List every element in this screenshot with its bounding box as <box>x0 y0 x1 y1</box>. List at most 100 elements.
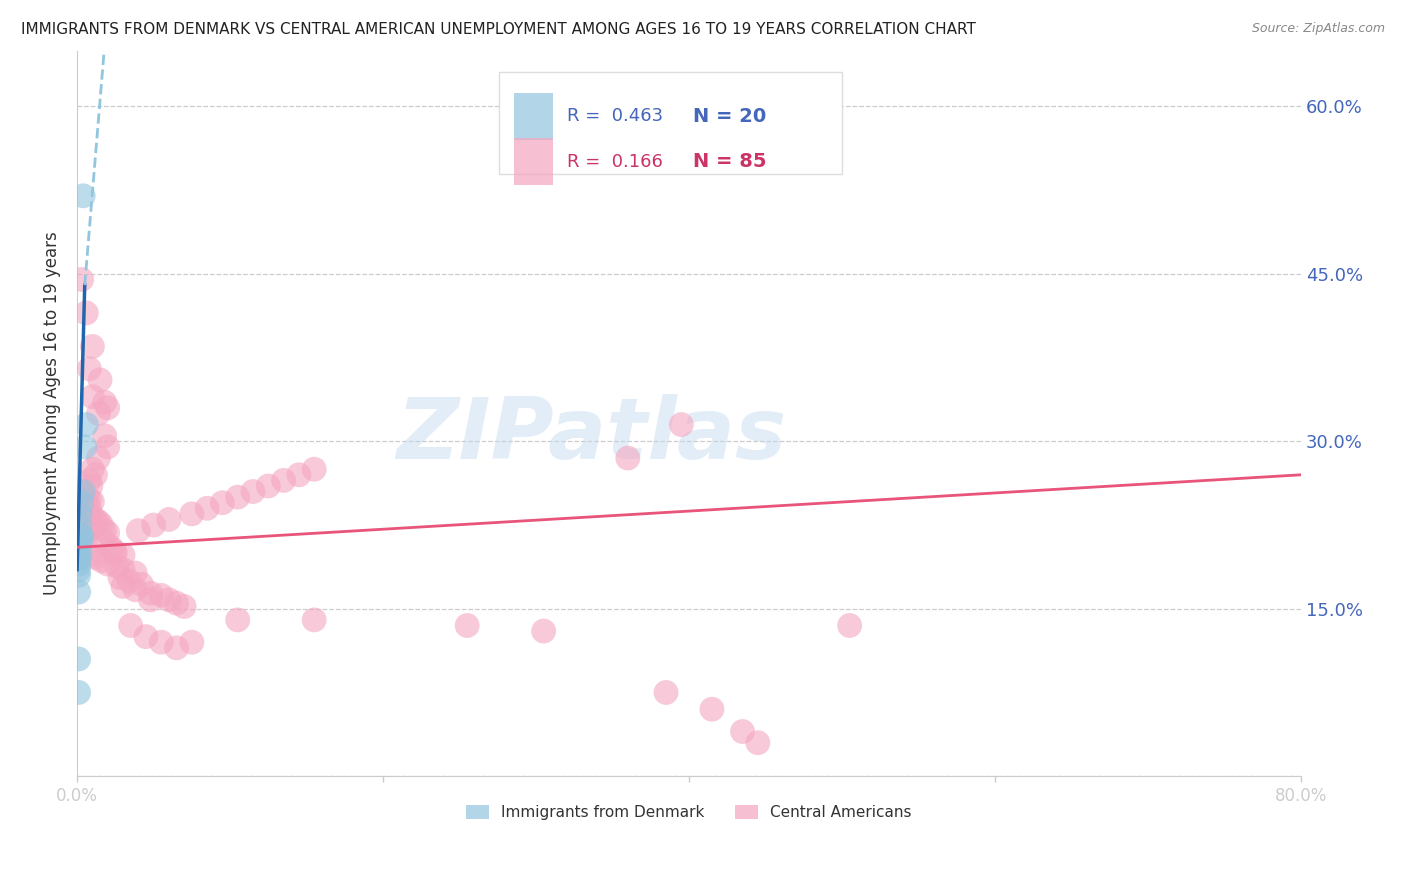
Point <box>69 507 91 521</box>
Legend: Immigrants from Denmark, Central Americans: Immigrants from Denmark, Central America… <box>460 799 918 827</box>
Point <box>69 546 91 560</box>
Point <box>82 390 104 404</box>
Point <box>242 484 264 499</box>
Point <box>73 440 96 454</box>
Point <box>124 582 146 597</box>
Point <box>75 499 97 513</box>
Point <box>97 557 120 571</box>
Point <box>166 596 188 610</box>
Point <box>67 551 90 566</box>
Point <box>97 525 120 540</box>
Text: R =  0.166: R = 0.166 <box>567 153 662 171</box>
Text: N = 20: N = 20 <box>693 107 766 126</box>
Point <box>70 529 93 543</box>
Point <box>211 496 233 510</box>
Point <box>79 507 101 521</box>
Point <box>75 505 97 519</box>
Text: ZIPatlas: ZIPatlas <box>396 393 786 476</box>
Point <box>838 618 860 632</box>
Point <box>69 534 91 549</box>
Point <box>617 451 640 466</box>
Point <box>93 524 115 538</box>
Y-axis label: Unemployment Among Ages 16 to 19 years: Unemployment Among Ages 16 to 19 years <box>44 232 60 595</box>
Point <box>87 451 110 466</box>
Point <box>157 512 180 526</box>
Point <box>82 521 104 535</box>
Point <box>79 501 101 516</box>
Point <box>67 568 90 582</box>
Point <box>90 554 112 568</box>
Point <box>226 490 249 504</box>
Point <box>671 417 693 432</box>
Point <box>150 588 173 602</box>
Point <box>288 467 311 482</box>
Point <box>105 559 128 574</box>
Point <box>226 613 249 627</box>
FancyBboxPatch shape <box>515 93 553 140</box>
Point <box>111 579 134 593</box>
Point <box>87 515 110 529</box>
Point <box>82 339 104 353</box>
Point <box>67 685 90 699</box>
Point <box>111 563 134 577</box>
Point <box>257 479 280 493</box>
Point <box>67 652 90 666</box>
Point <box>655 685 678 699</box>
Point <box>135 630 157 644</box>
FancyBboxPatch shape <box>515 138 553 186</box>
Point <box>97 401 120 415</box>
Point <box>120 618 142 632</box>
Point <box>157 592 180 607</box>
Point <box>108 570 131 584</box>
Text: R =  0.463: R = 0.463 <box>567 107 662 125</box>
Point <box>93 395 115 409</box>
Point <box>84 512 107 526</box>
Point <box>67 551 90 566</box>
Point <box>100 541 122 555</box>
Point <box>97 440 120 454</box>
Point <box>118 574 141 588</box>
Point <box>90 518 112 533</box>
Point <box>139 586 162 600</box>
Point <box>69 518 91 533</box>
Point <box>79 361 101 376</box>
Point <box>195 501 218 516</box>
Text: IMMIGRANTS FROM DENMARK VS CENTRAL AMERICAN UNEMPLOYMENT AMONG AGES 16 TO 19 YEA: IMMIGRANTS FROM DENMARK VS CENTRAL AMERI… <box>21 22 976 37</box>
Point <box>70 272 93 286</box>
Point <box>72 529 94 543</box>
Point <box>180 507 202 521</box>
Point <box>93 534 115 549</box>
Point <box>273 474 295 488</box>
Point <box>67 585 90 599</box>
Point <box>80 479 103 493</box>
Point <box>302 462 325 476</box>
Point <box>72 484 94 499</box>
Point <box>75 417 97 432</box>
Point <box>103 543 125 558</box>
Point <box>89 373 111 387</box>
Point <box>82 494 104 508</box>
Point <box>150 635 173 649</box>
Point <box>173 599 195 614</box>
Point <box>131 577 153 591</box>
Point <box>166 640 188 655</box>
Point <box>700 702 723 716</box>
Point <box>75 306 97 320</box>
Point <box>75 490 97 504</box>
Point <box>67 557 90 571</box>
Point <box>84 467 107 482</box>
Point <box>67 541 90 555</box>
Point <box>70 529 93 543</box>
Point <box>124 566 146 580</box>
Point <box>731 724 754 739</box>
Point <box>72 497 94 511</box>
Point <box>79 474 101 488</box>
Point <box>139 592 162 607</box>
Point <box>82 462 104 476</box>
Point <box>84 550 107 565</box>
Point <box>111 548 134 562</box>
Point <box>72 188 94 202</box>
Point <box>67 563 90 577</box>
FancyBboxPatch shape <box>499 72 842 174</box>
Point <box>75 533 97 547</box>
